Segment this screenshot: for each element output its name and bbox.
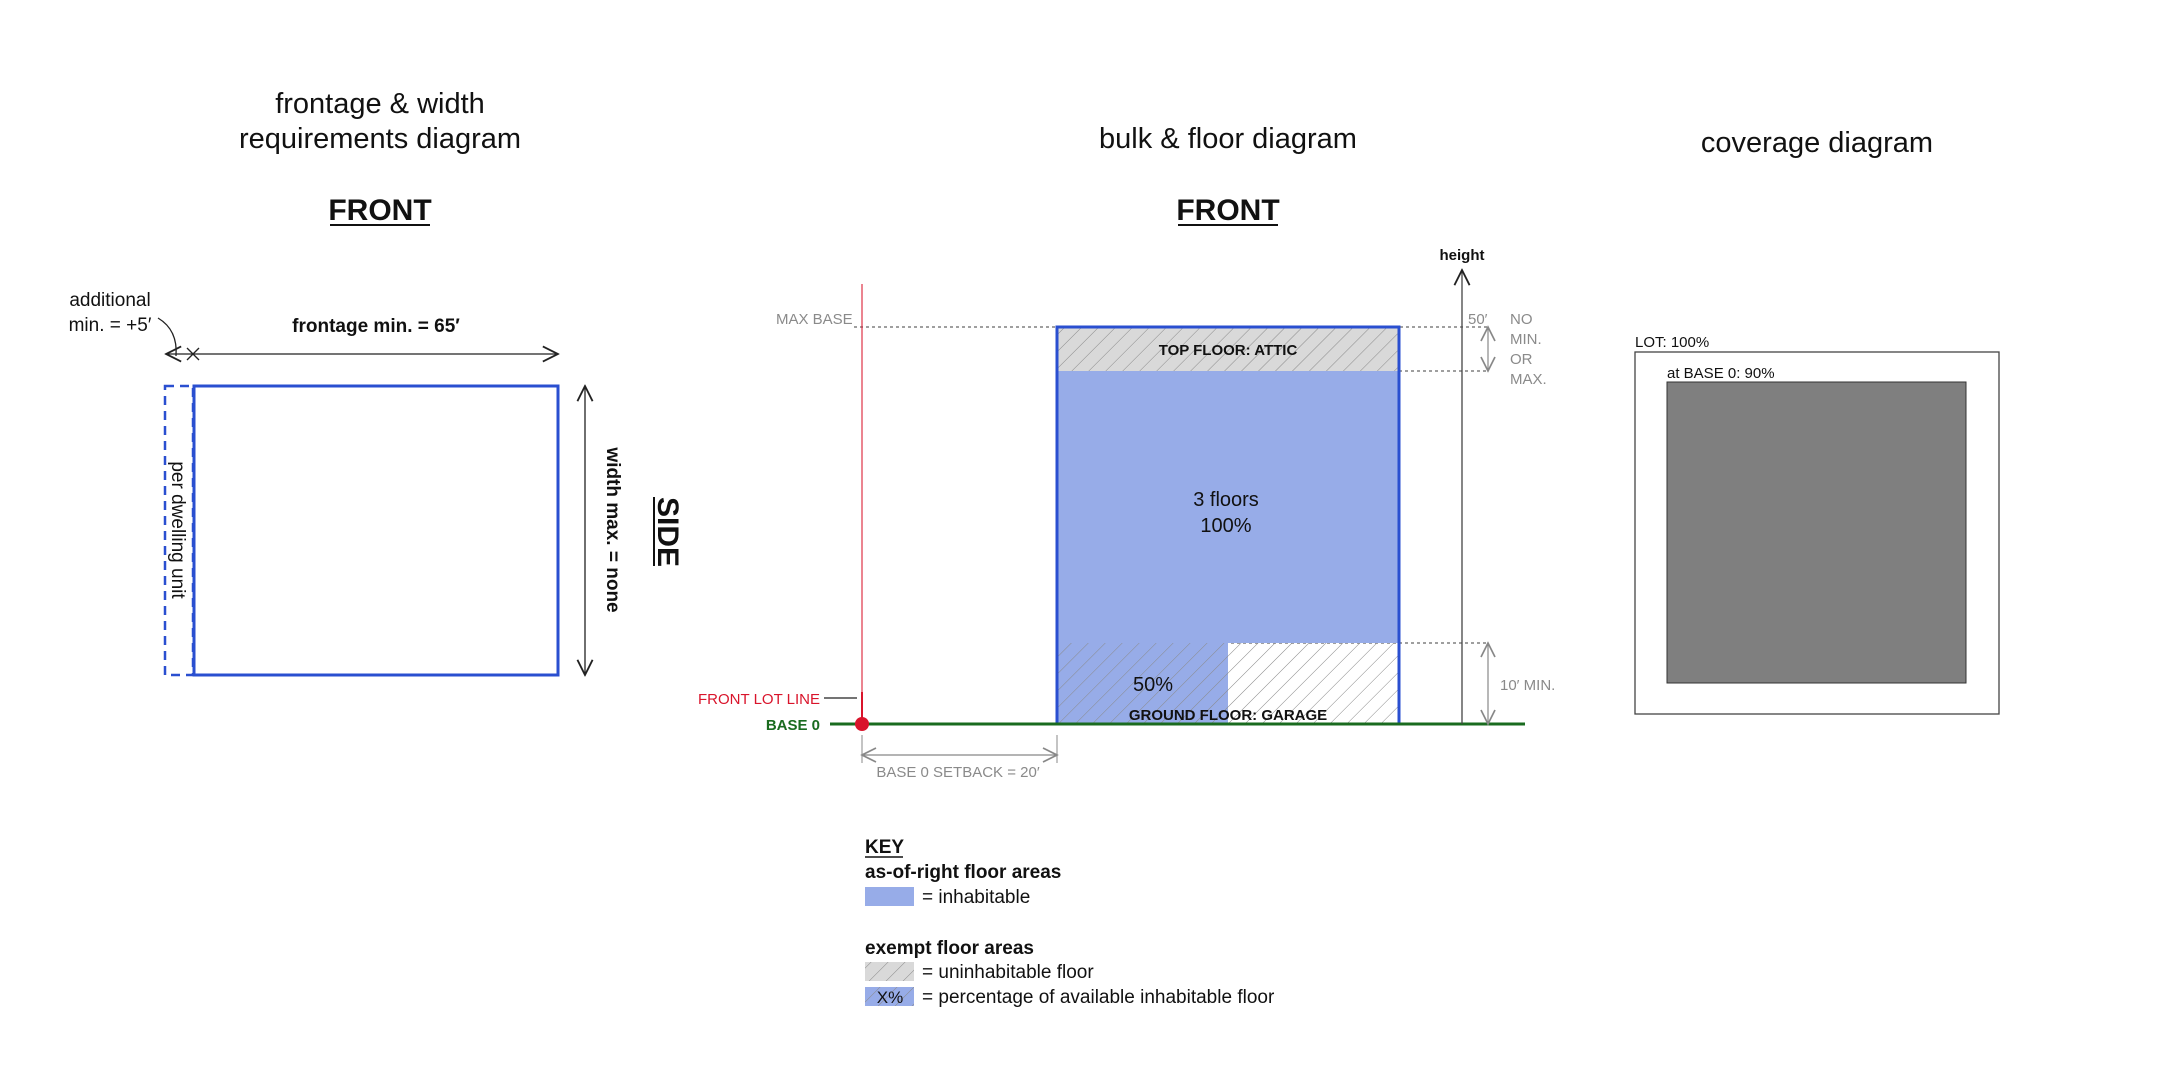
legend-key: KEY as-of-right floor areas = inhabitabl… [865, 837, 1275, 1008]
base-0-label: BASE 0 [766, 717, 820, 734]
ground-floor-label: GROUND FLOOR: GARAGE [1129, 707, 1327, 724]
uninhabitable-swatch-hatch [865, 962, 914, 981]
base-coverage-area [1666, 381, 1967, 684]
key-section1: as-of-right floor areas [865, 862, 1061, 883]
additional-leader [157, 317, 177, 357]
percentage-swatch-hatch [865, 987, 914, 1006]
no-min-line4: MAX. [1510, 371, 1547, 388]
bulk-title: bulk & floor diagram [1099, 123, 1357, 155]
main-floors-fill [1057, 371, 1399, 643]
frontage-title-line1: frontage & width [275, 88, 485, 120]
lot-outline [1634, 351, 2000, 715]
lot-rectangle [192, 384, 560, 677]
garage-hatch [1057, 643, 1399, 724]
height-value: 50′ [1468, 311, 1488, 328]
floors-label: 3 floors [1193, 489, 1259, 511]
bulk-floor-diagram: bulk & floor diagram FRONT MAX BASE FRON… [698, 123, 1555, 781]
min-height-label: 10′ MIN. [1500, 677, 1555, 694]
no-min-line1: NO [1510, 311, 1533, 328]
frontage-title-line2: requirements diagram [239, 123, 521, 155]
bulk-front-label: FRONT [1176, 194, 1279, 227]
floors-percent: 100% [1200, 515, 1251, 537]
additional-label-line1: additional [69, 290, 150, 311]
side-label: SIDE [651, 497, 684, 567]
setback-label: BASE 0 SETBACK = 20′ [876, 764, 1039, 781]
no-min-line2: MIN. [1510, 331, 1542, 348]
percentage-swatch-text: X% [877, 988, 903, 1007]
frontage-diagram: frontage & width requirements diagram FR… [69, 88, 684, 675]
frontage-label: frontage min. = 65′ [292, 316, 460, 337]
additional-label-line2: min. = +5′ [69, 315, 152, 336]
coverage-title: coverage diagram [1701, 127, 1933, 159]
front-lot-point [855, 717, 869, 731]
max-base-label: MAX BASE [776, 311, 853, 328]
top-floor-label: TOP FLOOR: ATTIC [1159, 342, 1298, 359]
percentage-text: = percentage of available inhabitable fl… [922, 987, 1275, 1008]
garage-percent: 50% [1133, 674, 1173, 696]
base-coverage-label: at BASE 0: 90% [1667, 365, 1775, 382]
attic-hatch [1057, 327, 1399, 371]
no-min-line3: OR [1510, 351, 1533, 368]
height-label: height [1440, 247, 1485, 264]
key-heading: KEY [865, 837, 904, 858]
front-lot-line-label: FRONT LOT LINE [698, 691, 820, 708]
inhabitable-swatch [865, 887, 914, 906]
key-section2: exempt floor areas [865, 938, 1034, 959]
per-dwelling-label: per dwelling unit [167, 461, 188, 599]
lot-label: LOT: 100% [1635, 334, 1709, 351]
uninhabitable-text: = uninhabitable floor [922, 962, 1094, 983]
frontage-front-label: FRONT [328, 194, 431, 227]
inhabitable-text: = inhabitable [922, 887, 1030, 908]
coverage-diagram: coverage diagram LOT: 100% at BASE 0: 90… [1634, 127, 2000, 715]
width-label: width max. = none [602, 446, 623, 612]
frontage-tick-b [186, 347, 200, 361]
